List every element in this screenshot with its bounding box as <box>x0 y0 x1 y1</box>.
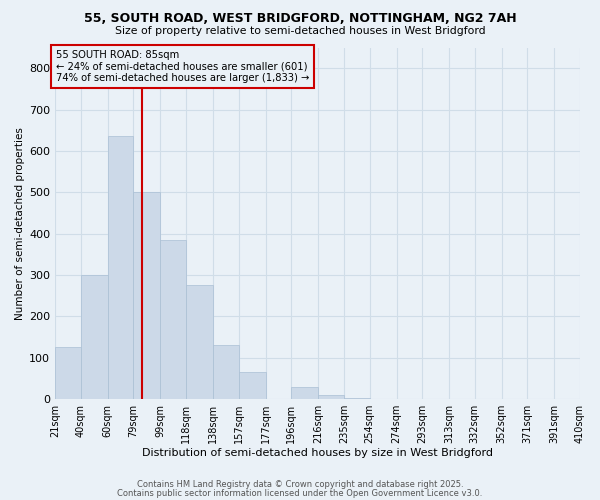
Bar <box>213 346 239 399</box>
Bar <box>133 192 160 399</box>
Y-axis label: Number of semi-detached properties: Number of semi-detached properties <box>15 127 25 320</box>
Bar <box>186 286 213 399</box>
Bar <box>160 240 186 399</box>
Bar <box>344 398 370 399</box>
Text: Size of property relative to semi-detached houses in West Bridgford: Size of property relative to semi-detach… <box>115 26 485 36</box>
Bar <box>239 372 266 399</box>
X-axis label: Distribution of semi-detached houses by size in West Bridgford: Distribution of semi-detached houses by … <box>142 448 493 458</box>
Bar <box>291 386 318 399</box>
Bar <box>55 348 81 399</box>
Text: Contains public sector information licensed under the Open Government Licence v3: Contains public sector information licen… <box>118 488 482 498</box>
Text: 55 SOUTH ROAD: 85sqm
← 24% of semi-detached houses are smaller (601)
74% of semi: 55 SOUTH ROAD: 85sqm ← 24% of semi-detac… <box>56 50 309 83</box>
Bar <box>108 136 133 399</box>
Bar <box>318 395 344 399</box>
Text: Contains HM Land Registry data © Crown copyright and database right 2025.: Contains HM Land Registry data © Crown c… <box>137 480 463 489</box>
Text: 55, SOUTH ROAD, WEST BRIDGFORD, NOTTINGHAM, NG2 7AH: 55, SOUTH ROAD, WEST BRIDGFORD, NOTTINGH… <box>83 12 517 26</box>
Bar <box>81 275 108 399</box>
